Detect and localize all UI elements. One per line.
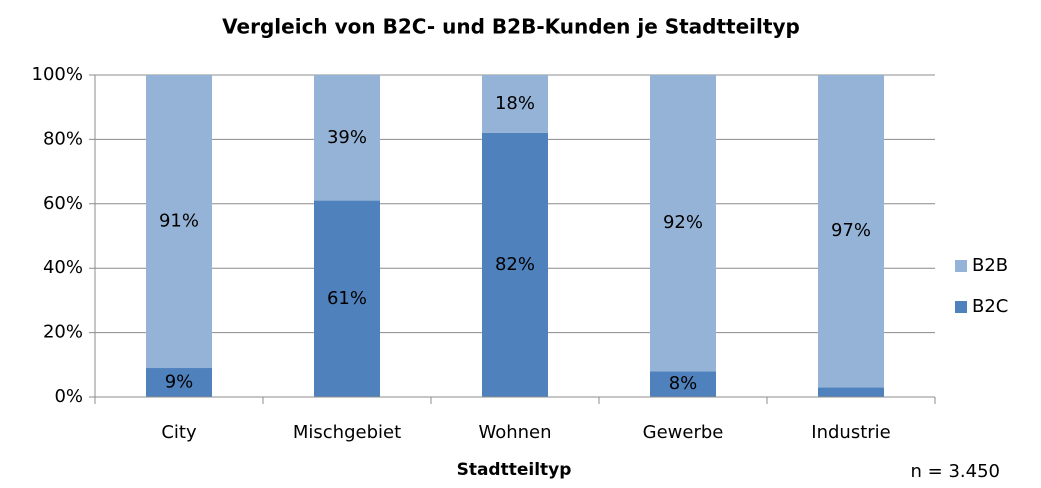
bar xyxy=(146,75,212,369)
bar xyxy=(482,132,548,397)
y-tick-label: 60% xyxy=(43,193,83,214)
y-tick-label: 20% xyxy=(43,322,83,343)
x-tick-label: City xyxy=(161,422,197,443)
data-label: 9% xyxy=(165,372,194,393)
x-tick-label: Mischgebiet xyxy=(293,422,401,443)
data-label: 97% xyxy=(831,220,871,241)
x-tick-label: Wohnen xyxy=(478,422,551,443)
legend-label: B2C xyxy=(972,296,1008,317)
annotation: n = 3.450 xyxy=(911,461,1000,482)
bar xyxy=(818,75,884,388)
bar xyxy=(146,368,212,397)
y-tick-label: 40% xyxy=(43,257,83,278)
data-label: 82% xyxy=(495,254,535,275)
data-label: 39% xyxy=(327,127,367,148)
x-tick-label: Gewerbe xyxy=(643,422,724,443)
data-label: 18% xyxy=(495,93,535,114)
chart-title: Vergleich von B2C- und B2B-Kunden je Sta… xyxy=(222,15,800,39)
y-tick-label: 0% xyxy=(54,386,83,407)
bar xyxy=(650,75,716,372)
data-label: 61% xyxy=(327,288,367,309)
x-axis-label: Stadtteiltyp xyxy=(457,460,572,480)
legend-swatch xyxy=(955,301,967,313)
y-tick-label: 100% xyxy=(32,64,83,85)
data-label: 91% xyxy=(159,211,199,232)
y-tick-label: 80% xyxy=(43,128,83,149)
data-label: 92% xyxy=(663,212,703,233)
legend-label: B2B xyxy=(972,255,1008,276)
legend-swatch xyxy=(955,260,967,272)
bar xyxy=(482,75,548,133)
x-tick-label: Industrie xyxy=(811,422,890,443)
bar xyxy=(650,371,716,397)
data-label: 8% xyxy=(669,373,698,394)
bar xyxy=(314,75,380,201)
bar xyxy=(314,200,380,397)
bar xyxy=(818,387,884,397)
